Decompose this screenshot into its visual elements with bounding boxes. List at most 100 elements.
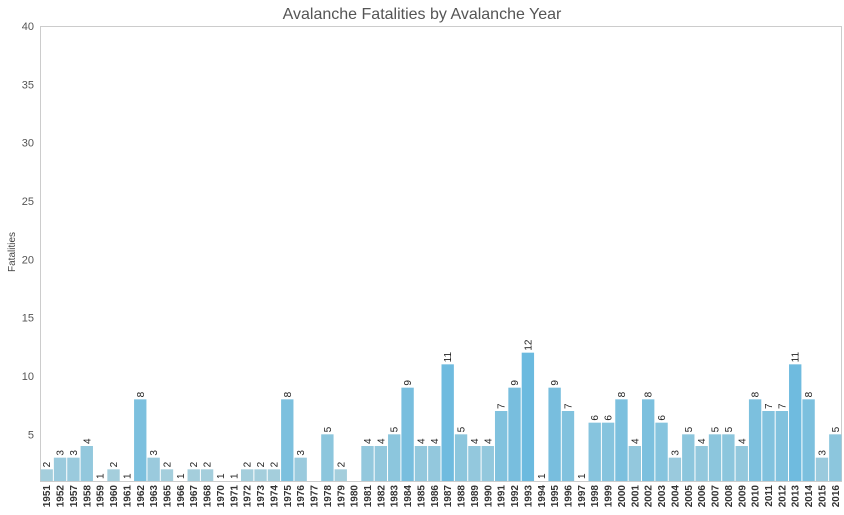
data-label-1987: 11 [443,352,454,363]
x-tick-1978: 1978 [323,485,334,508]
bar-1978 [321,434,334,481]
data-label-1972: 2 [243,461,254,467]
data-label-1988: 5 [457,426,468,432]
x-tick-1987: 1987 [443,485,454,508]
bar-1974 [267,469,281,481]
bar-1968 [200,469,214,481]
bar-1991 [494,411,508,481]
x-tick-1958: 1958 [82,485,93,508]
x-tick-2014: 2014 [804,485,815,508]
bar-1973 [254,469,267,481]
bar-1976 [294,457,307,481]
y-tick-label: 10 [22,371,34,383]
data-label-1975: 8 [283,391,294,397]
data-label-2012: 7 [777,403,788,409]
bar-1981 [361,446,374,481]
x-tick-1971: 1971 [229,485,240,508]
data-label-1990: 4 [483,438,494,444]
data-label-1997: 1 [577,473,588,479]
data-label-1978: 5 [323,426,334,432]
data-label-1985: 4 [416,438,427,444]
x-tick-1976: 1976 [296,485,307,508]
bar-2013 [789,364,802,481]
data-label-2009: 4 [737,438,748,444]
data-label-1966: 1 [176,473,187,479]
bar-2015 [815,457,829,481]
x-tick-2008: 2008 [724,485,735,508]
x-tick-2016: 2016 [831,485,842,508]
x-tick-1991: 1991 [497,485,508,508]
x-tick-1960: 1960 [109,485,120,508]
data-label-1958: 4 [82,438,93,444]
x-tick-1980: 1980 [350,485,361,508]
data-label-2007: 5 [711,426,722,432]
data-label-1992: 9 [510,380,521,386]
x-tick-1981: 1981 [363,485,374,508]
x-tick-1999: 1999 [604,485,615,508]
x-tick-2003: 2003 [657,485,668,508]
x-tick-1992: 1992 [510,485,521,508]
data-label-1981: 4 [363,438,374,444]
x-tick-1968: 1968 [203,485,214,508]
bar-2004 [668,457,682,481]
data-label-2015: 3 [817,450,828,456]
data-label-1995: 9 [550,380,561,386]
bar-1984 [401,387,414,481]
x-tick-2011: 2011 [764,485,775,507]
data-label-1963: 3 [149,450,160,456]
data-label-2005: 5 [684,426,695,432]
x-tick-1994: 1994 [537,485,548,508]
data-label-1976: 3 [296,450,307,456]
data-label-1983: 5 [390,426,401,432]
x-tick-2004: 2004 [670,485,681,508]
bar-1992 [508,387,521,481]
bar-2007 [708,434,722,481]
bar-2011 [762,411,775,481]
bar-1957 [67,457,80,481]
bar-2008 [722,434,735,481]
data-label-2014: 8 [804,391,815,397]
y-tick-label: 35 [22,79,34,91]
y-tick-label: 30 [22,138,34,150]
x-tick-1975: 1975 [283,485,294,508]
bar-2014 [802,399,815,481]
x-tick-2009: 2009 [737,485,748,508]
chart-title: Avalanche Fatalities by Avalanche Year [283,6,562,23]
x-tick-1988: 1988 [457,485,468,508]
x-tick-1989: 1989 [470,485,481,508]
data-label-1991: 7 [497,403,508,409]
bar-1972 [241,469,254,481]
x-tick-2005: 2005 [684,485,695,508]
data-label-1960: 2 [109,461,120,467]
y-axis-ticks: 5 10 15 20 25 30 35 40 [22,21,34,441]
bar-2006 [695,446,708,481]
bar-1963 [147,457,160,481]
data-label-1968: 2 [203,461,214,467]
data-label-1961: 1 [122,473,133,479]
x-tick-1996: 1996 [563,485,574,508]
data-label-1959: 1 [96,473,107,479]
bar-1996 [561,411,575,481]
x-tick-1998: 1998 [590,485,601,508]
x-tick-1977: 1977 [310,485,321,508]
x-tick-1972: 1972 [243,485,254,508]
bar-1988 [454,434,468,481]
data-label-1999: 6 [604,415,615,421]
bar-1958 [80,446,93,481]
x-tick-1990: 1990 [483,485,494,508]
bar-2002 [642,399,655,481]
bar-2010 [748,399,762,481]
data-label-1967: 2 [189,461,200,467]
bar-1995 [548,387,561,481]
bar-1985 [414,446,428,481]
y-tick-label: 5 [28,429,34,441]
data-label-1979: 2 [336,461,347,467]
x-tick-1952: 1952 [56,485,67,508]
x-tick-2000: 2000 [617,485,628,508]
data-label-1973: 2 [256,461,267,467]
data-label-1986: 4 [430,438,441,444]
x-tick-1967: 1967 [189,485,200,508]
x-tick-1963: 1963 [149,485,160,508]
